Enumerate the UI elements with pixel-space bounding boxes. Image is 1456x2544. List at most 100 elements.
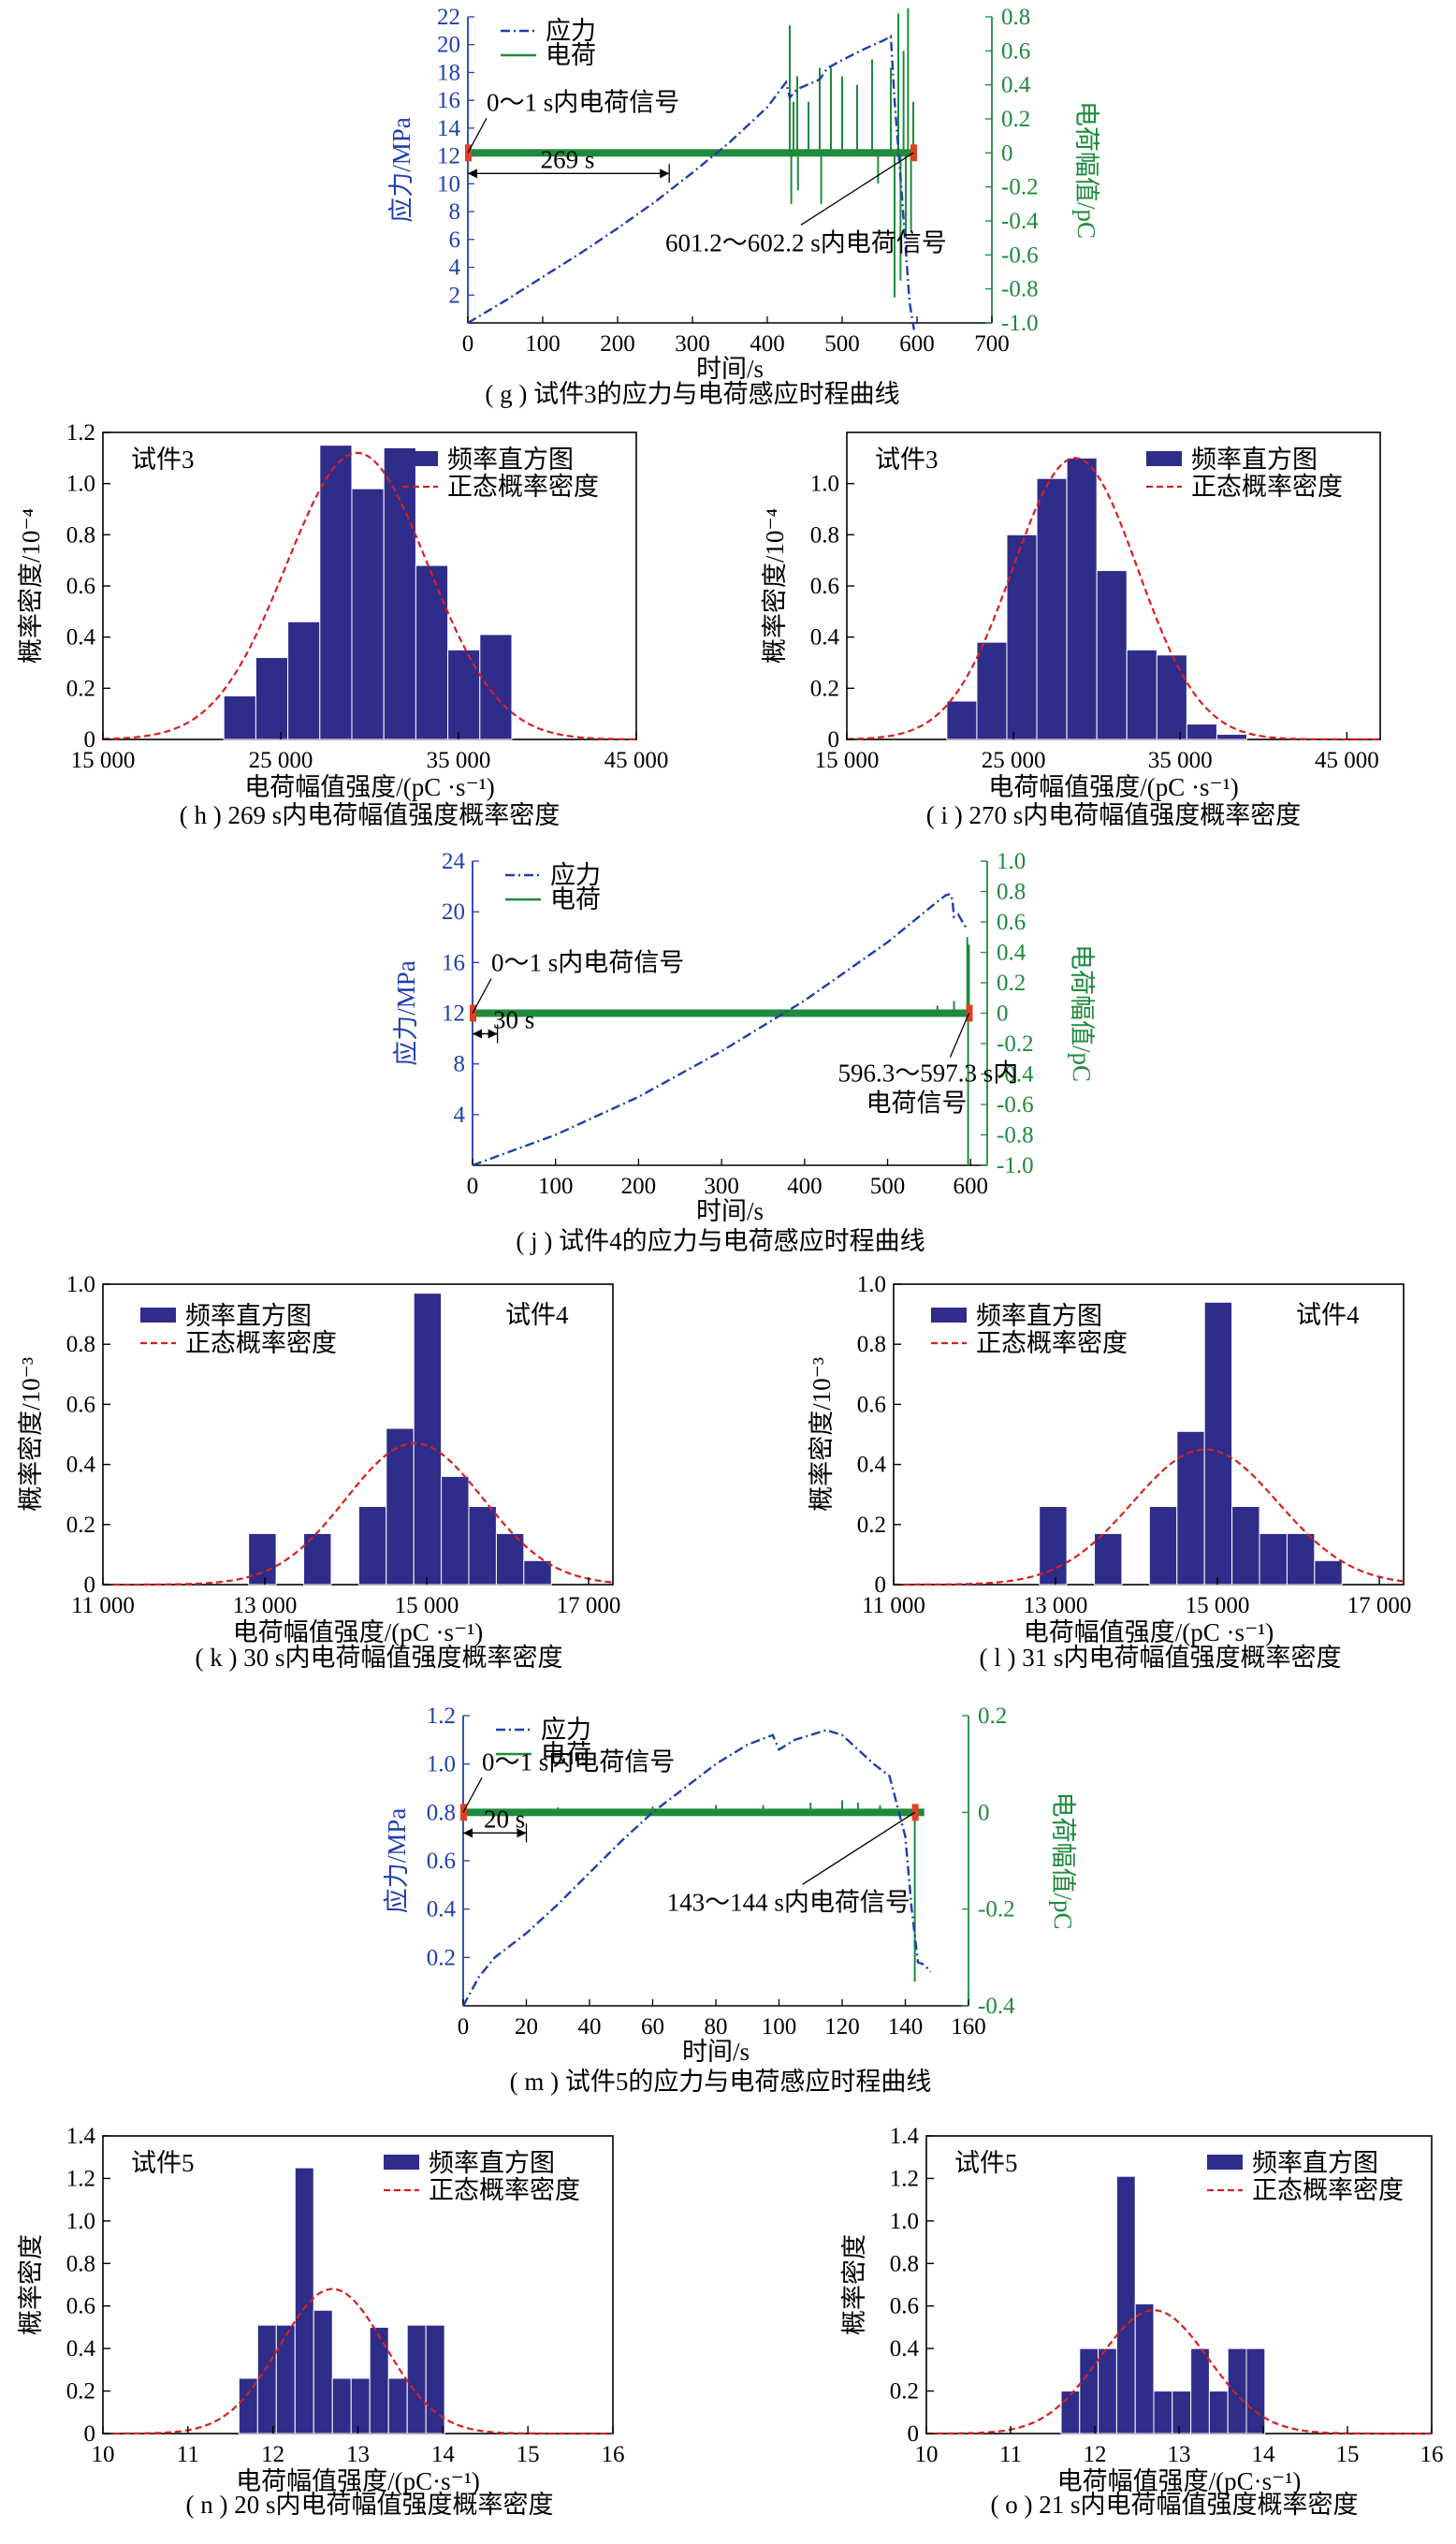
leader-line xyxy=(462,1777,483,1813)
legend-stress-label: 应力 xyxy=(541,1716,591,1744)
stress-line xyxy=(472,892,968,1167)
caption: ( n ) 20 s内电荷幅值强度概率密度 xyxy=(186,2491,554,2519)
y-right-tick-label: -0.4 xyxy=(978,1994,1015,2019)
histogram-bar xyxy=(387,2377,408,2434)
legend-bar-swatch xyxy=(931,1308,967,1323)
y-right-tick-label: 0 xyxy=(997,1002,1009,1027)
histogram-bar xyxy=(303,1532,332,1586)
y-right-axis-label: 电荷幅值/pC xyxy=(1049,1791,1077,1929)
y-tick-label: 1.4 xyxy=(890,2124,920,2149)
caption: ( o ) 21 s内电荷幅值强度概率密度 xyxy=(991,2491,1359,2519)
x-tick-label: 13 xyxy=(1168,2442,1191,2467)
specimen-label: 试件4 xyxy=(505,1301,569,1329)
histogram-bar xyxy=(1208,2390,1229,2434)
histogram-bar xyxy=(319,445,353,740)
x-axis-label: 时间/s xyxy=(682,2038,750,2066)
histogram-bar xyxy=(406,2324,427,2434)
histogram-bar xyxy=(351,488,385,740)
caption: ( j ) 试件4的应力与电荷感应时程曲线 xyxy=(516,1227,925,1255)
histogram-bar xyxy=(1259,1532,1288,1586)
y-left-tick-label: 6 xyxy=(449,227,461,253)
x-tick-label: 11 000 xyxy=(862,1593,925,1618)
histogram-bar xyxy=(1186,724,1217,740)
specimen-label: 试件5 xyxy=(954,2149,1018,2177)
x-tick-label: 0 xyxy=(458,2014,470,2040)
histogram-bar xyxy=(1286,1532,1316,1586)
y-left-tick-label: 22 xyxy=(437,5,460,30)
histogram-bar xyxy=(1176,1430,1205,1586)
y-tick-label: 0.8 xyxy=(890,2251,919,2276)
x-axis-label: 电荷幅值强度/(pC ·s⁻¹) xyxy=(233,1618,484,1646)
y-axis-label: 概率密度 xyxy=(840,2234,868,2335)
histogram-bar xyxy=(946,700,978,740)
y-tick-label: 0.6 xyxy=(66,2294,95,2319)
y-right-tick-label: 1.0 xyxy=(997,849,1026,874)
histogram-bar xyxy=(1190,2347,1210,2434)
x-tick-label: 120 xyxy=(824,2014,860,2040)
legend-histogram-label: 频率直方图 xyxy=(976,1302,1102,1330)
x-tick-label: 400 xyxy=(750,331,785,357)
histogram-bar xyxy=(413,1293,443,1586)
y-left-tick-label: 20 xyxy=(437,33,460,58)
y-tick-label: 1.2 xyxy=(890,2166,919,2191)
y-axis-label: 概率密度/10⁻³ xyxy=(17,1357,45,1512)
histogram-bar xyxy=(386,1427,415,1586)
histogram-bar xyxy=(248,1532,277,1586)
histogram-bar xyxy=(1156,654,1187,740)
y-tick-label: 0.2 xyxy=(857,1513,886,1538)
legend-charge-label: 电荷 xyxy=(550,885,601,914)
leader-line xyxy=(467,118,488,154)
arrow-head xyxy=(660,168,670,179)
chart-l: 11 000 13 000 15 000 17 000 0 0.2 0.4 0.6 0.8 1.0… xyxy=(808,1272,1411,1672)
histogram-bar xyxy=(256,2324,277,2434)
histogram-bar xyxy=(441,1475,470,1586)
x-tick-label: 13 xyxy=(346,2442,370,2467)
histogram-bar xyxy=(1115,2175,1136,2434)
annotation-interval: 20 s xyxy=(484,1805,525,1833)
histogram-bar xyxy=(1066,457,1098,740)
histogram-bar xyxy=(1094,1532,1123,1586)
y-left-tick-label: 4 xyxy=(454,1103,466,1128)
x-tick-label: 25 000 xyxy=(982,748,1046,773)
legend-stress-label: 应力 xyxy=(546,17,596,45)
y-tick-label: 0 xyxy=(875,1572,887,1598)
annotation-end: 143～144 s内电荷信号 xyxy=(667,1888,910,1916)
specimen-label: 试件3 xyxy=(131,446,195,474)
arrow-head xyxy=(468,168,477,179)
y-left-tick-label: 4 xyxy=(449,256,461,281)
y-right-tick-label: 0.8 xyxy=(1001,5,1030,30)
specimen-label: 试件3 xyxy=(875,446,939,474)
y-right-tick-label: 0.4 xyxy=(997,941,1026,966)
normal-density-line xyxy=(103,1441,614,1586)
x-axis-label: 电荷幅值强度/(pC·s⁻¹) xyxy=(1057,2467,1302,2495)
histogram-bar xyxy=(294,2167,314,2434)
leader-line xyxy=(800,152,914,226)
x-tick-label: 600 xyxy=(899,331,935,357)
x-tick-label: 35 000 xyxy=(1148,748,1213,773)
x-tick-label: 60 xyxy=(641,2014,664,2040)
legend-charge-label: 电荷 xyxy=(546,41,596,69)
x-tick-label: 16 xyxy=(1420,2442,1444,2467)
y-right-tick-label: -0.8 xyxy=(997,1123,1034,1148)
histogram-bar xyxy=(447,649,481,740)
y-tick-label: 0.4 xyxy=(66,2336,96,2361)
histogram-bar xyxy=(1216,734,1247,740)
x-tick-label: 15 xyxy=(517,2442,540,2467)
y-tick-label: 0.6 xyxy=(810,574,839,599)
histogram-bar xyxy=(369,2326,389,2434)
legend-bar-swatch xyxy=(384,2155,419,2170)
y-left-tick-label: 16 xyxy=(437,88,460,113)
leader-line xyxy=(949,1013,970,1058)
caption: ( h ) 269 s内电荷幅值强度概率密度 xyxy=(180,801,561,829)
y-left-tick-label: 0.8 xyxy=(427,1800,456,1825)
histogram-bar xyxy=(495,1532,525,1586)
y-tick-label: 0.8 xyxy=(810,522,839,548)
histogram-bar xyxy=(1314,1559,1343,1586)
arrow-head xyxy=(517,1828,527,1838)
x-tick-label: 160 xyxy=(951,2014,986,2040)
x-tick-label: 11 000 xyxy=(71,1593,135,1618)
x-tick-label: 80 xyxy=(705,2014,728,2040)
histogram-bar xyxy=(1098,2347,1117,2434)
chart-i: 15 000 25 000 35 000 45 000 0 0.2 0.4 0.6 0.8 1.0… xyxy=(761,431,1381,829)
y-tick-label: 1.0 xyxy=(810,472,839,497)
